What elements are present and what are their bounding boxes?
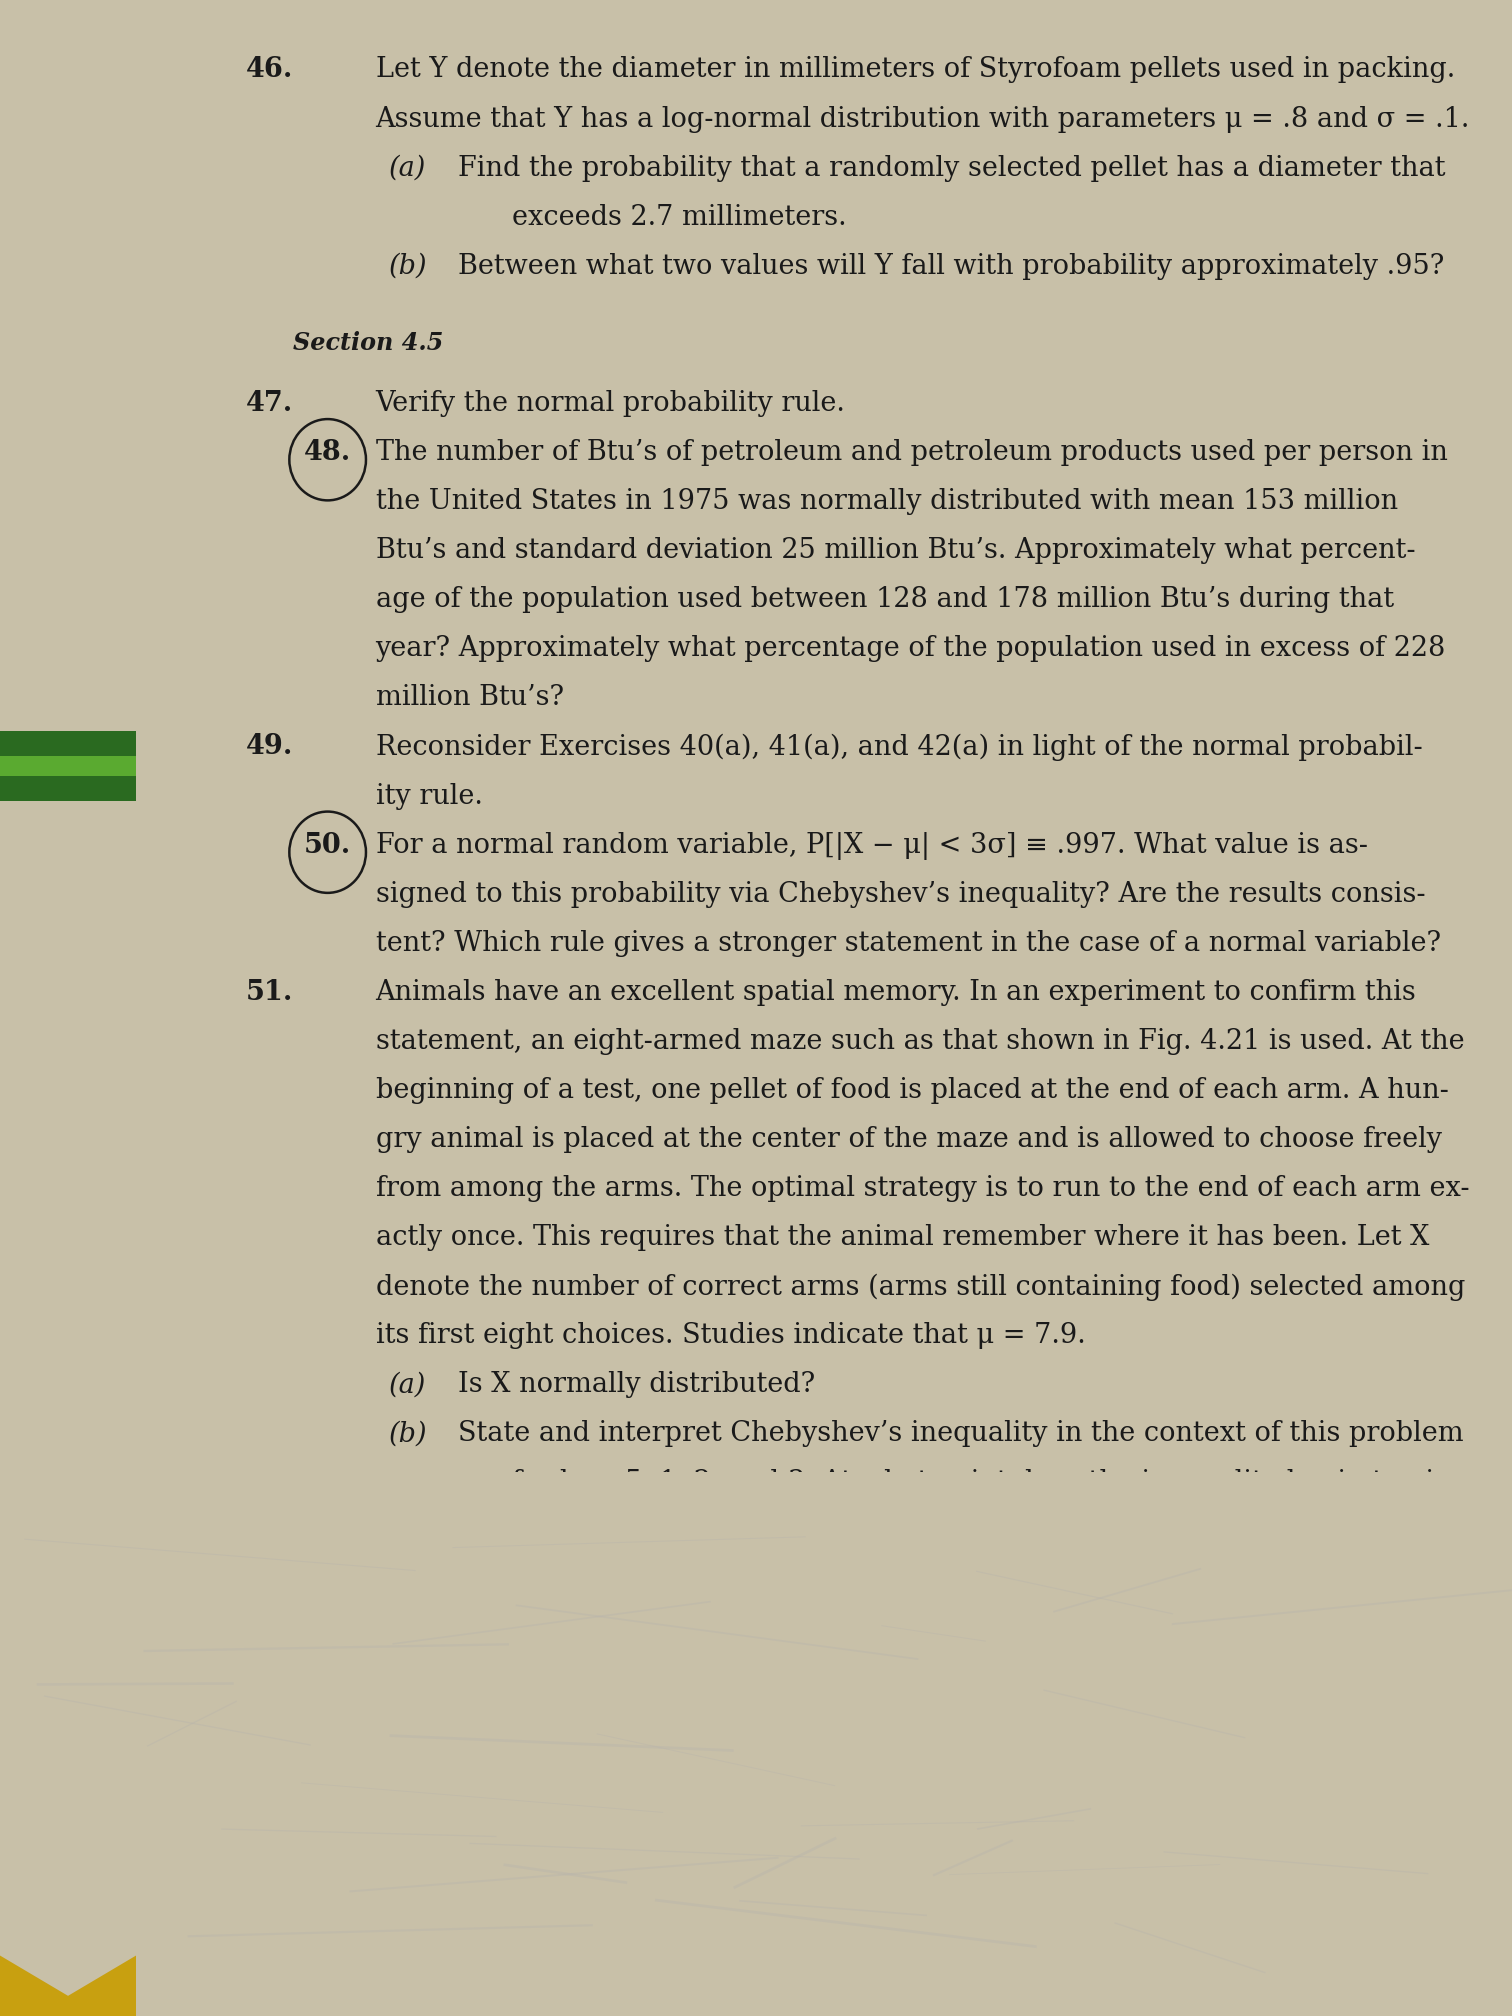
- Text: some practical information?: some practical information?: [513, 1518, 900, 1546]
- Text: beginning of a test, one pellet of food is placed at the end of each arm. A hun-: beginning of a test, one pellet of food …: [375, 1077, 1448, 1105]
- Text: Let X be binomial with n = 20 and p = .3. Use the normal approximation to: Let X be binomial with n = 20 and p = .3…: [375, 1655, 1412, 1683]
- Text: age of the population used between 128 and 178 million Btu’s during that: age of the population used between 128 a…: [375, 587, 1394, 613]
- FancyBboxPatch shape: [0, 732, 136, 800]
- Text: 47.: 47.: [246, 389, 293, 417]
- Text: million Btu’s?: million Btu’s?: [375, 685, 564, 712]
- FancyBboxPatch shape: [0, 756, 136, 776]
- Text: 49.: 49.: [246, 734, 293, 760]
- Text: from among the arms. The optimal strategy is to run to the end of each arm ex-: from among the arms. The optimal strateg…: [375, 1175, 1470, 1202]
- Text: Section 4.5: Section 4.5: [293, 331, 445, 355]
- Text: For a normal random variable, P[|X − μ| < 3σ] ≡ .997. What value is as-: For a normal random variable, P[|X − μ| …: [375, 833, 1367, 859]
- Text: (b): (b): [389, 1421, 428, 1447]
- Text: 48.: 48.: [304, 439, 351, 466]
- Polygon shape: [0, 1956, 136, 2016]
- Text: 52.: 52.: [246, 1655, 293, 1683]
- Text: tent? Which rule gives a stronger statement in the case of a normal variable?: tent? Which rule gives a stronger statem…: [375, 929, 1441, 958]
- Text: actly once. This requires that the animal remember where it has been. Let X: actly once. This requires that the anima…: [375, 1224, 1429, 1252]
- Text: Reconsider Exercises 40(a), 41(a), and 42(a) in light of the normal probabil-: Reconsider Exercises 40(a), 41(a), and 4…: [375, 734, 1423, 760]
- Text: 51.: 51.: [246, 980, 293, 1006]
- Text: Assume that Y has a log-normal distribution with parameters μ = .8 and σ = .1.: Assume that Y has a log-normal distribut…: [375, 105, 1470, 133]
- Text: Between what two values will Y fall with probability approximately .95?: Between what two values will Y fall with…: [458, 252, 1444, 280]
- Text: approximate each of the following. Compare your results with the values ob-: approximate each of the following. Compa…: [375, 1706, 1430, 1732]
- Text: Is X normally distributed?: Is X normally distributed?: [458, 1371, 815, 1399]
- Text: Section 4.6: Section 4.6: [293, 1597, 445, 1621]
- Text: tained from Table I of App. A.: tained from Table I of App. A.: [375, 1754, 782, 1780]
- Text: year? Approximately what percentage of the population used in excess of 228: year? Approximately what percentage of t…: [375, 635, 1445, 663]
- Text: The number of Btu’s of petroleum and petroleum products used per person in: The number of Btu’s of petroleum and pet…: [375, 439, 1447, 466]
- Text: Let Y denote the diameter in millimeters of Styrofoam pellets used in packing.: Let Y denote the diameter in millimeters…: [375, 56, 1455, 83]
- Text: Verify the normal probability rule.: Verify the normal probability rule.: [375, 389, 845, 417]
- Text: Find the probability that a randomly selected pellet has a diameter that: Find the probability that a randomly sel…: [458, 155, 1445, 181]
- Text: the United States in 1975 was normally distributed with mean 153 million: the United States in 1975 was normally d…: [375, 488, 1397, 516]
- Text: its first eight choices. Studies indicate that μ = 7.9.: its first eight choices. Studies indicat…: [375, 1322, 1086, 1349]
- Text: Animals have an excellent spatial memory. In an experiment to confirm this: Animals have an excellent spatial memory…: [375, 980, 1417, 1006]
- Text: Btu’s and standard deviation 25 million Btu’s. Approximately what percent-: Btu’s and standard deviation 25 million …: [375, 536, 1415, 564]
- Text: 46.: 46.: [246, 56, 293, 83]
- Text: State and interpret Chebyshev’s inequality in the context of this problem: State and interpret Chebyshev’s inequali…: [458, 1421, 1464, 1447]
- Text: statement, an eight-armed maze such as that shown in Fig. 4.21 is used. At the: statement, an eight-armed maze such as t…: [375, 1028, 1464, 1054]
- Text: signed to this probability via Chebyshev’s inequality? Are the results consis-: signed to this probability via Chebyshev…: [375, 881, 1426, 907]
- Text: (a): (a): [389, 155, 426, 181]
- Text: denote the number of correct arms (arms still containing food) selected among: denote the number of correct arms (arms …: [375, 1274, 1465, 1300]
- Text: gry animal is placed at the center of the maze and is allowed to choose freely: gry animal is placed at the center of th…: [375, 1127, 1441, 1153]
- Text: (b): (b): [389, 252, 428, 280]
- Text: 50.: 50.: [304, 833, 351, 859]
- Text: for k = .5, 1, 2, and 3. At what point does the inequality begin to give us: for k = .5, 1, 2, and 3. At what point d…: [513, 1470, 1506, 1496]
- Text: (a): (a): [389, 1371, 426, 1399]
- Text: exceeds 2.7 millimeters.: exceeds 2.7 millimeters.: [513, 204, 847, 230]
- Text: ity rule.: ity rule.: [375, 782, 482, 810]
